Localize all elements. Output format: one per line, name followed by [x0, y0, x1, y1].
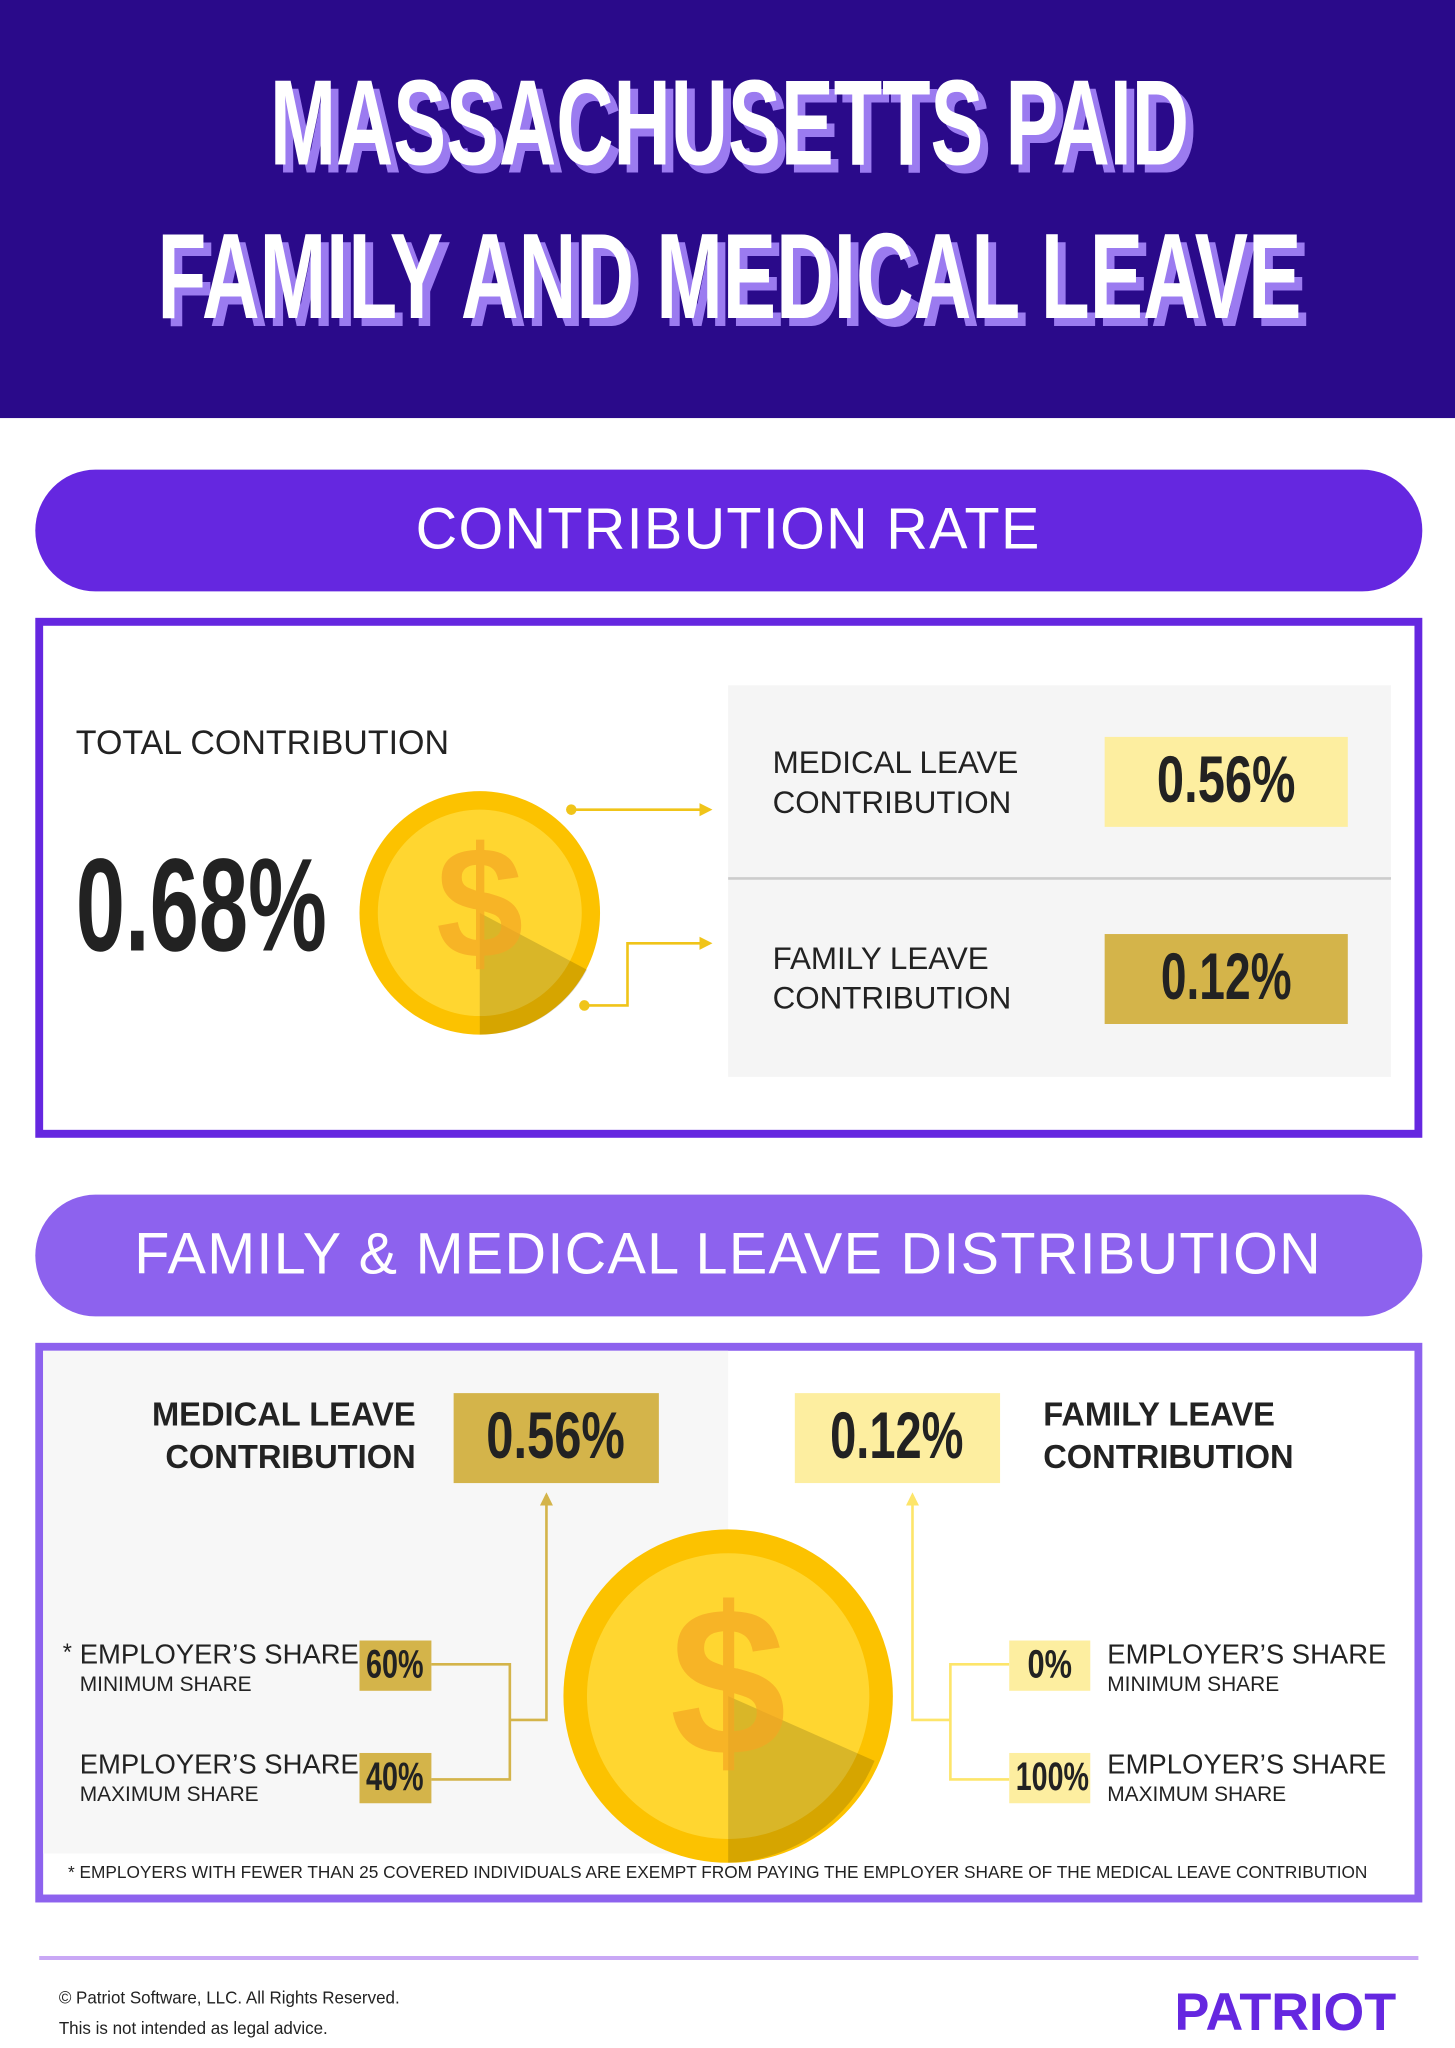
disclaimer: This is not intended as legal advice.: [59, 2019, 328, 2038]
arrow: [509, 1492, 553, 1722]
share-value: 40%: [366, 1755, 424, 1799]
arrow-dot: [579, 1000, 590, 1011]
share-box: [1009, 1640, 1091, 1691]
bracket: [949, 1663, 1010, 1781]
value-box: [794, 1393, 1001, 1484]
copyright: © Patriot Software, LLC. All Rights Rese…: [59, 1989, 400, 2008]
share-sublabel: MAXIMUM SHARE: [1107, 1783, 1286, 1806]
value-box: [1104, 934, 1348, 1024]
medical-label: CONTRIBUTION: [773, 784, 1012, 820]
share-sublabel: MAXIMUM SHARE: [80, 1783, 259, 1806]
section-pill: [35, 1194, 1423, 1317]
coin: $: [359, 791, 601, 1035]
medical-value: 0.56%: [486, 1398, 625, 1472]
share-label: EMPLOYER’S SHARE: [1107, 1639, 1386, 1670]
title-line: MASSACHUSETTS PAID: [270, 54, 1189, 191]
share-value: 0%: [1028, 1642, 1072, 1686]
family-label: FAMILY LEAVE: [773, 940, 989, 976]
share-label: EMPLOYER’S SHARE: [80, 1748, 359, 1779]
share-value: 60%: [366, 1642, 424, 1686]
share-box: [359, 1752, 432, 1804]
family-value: 0.12%: [830, 1398, 963, 1472]
title-shadow: FAMILY AND MEDICAL LEAVE: [165, 215, 1309, 352]
medical-label: CONTRIBUTION: [165, 1438, 415, 1475]
share-value: 100%: [1016, 1755, 1089, 1799]
medical-label: MEDICAL LEAVE: [152, 1395, 416, 1432]
coin-symbol: $: [670, 1564, 786, 1800]
family-label: CONTRIBUTION: [773, 979, 1012, 1015]
footnote: * EMPLOYERS WITH FEWER THAN 25 COVERED I…: [68, 1863, 1367, 1882]
arrow-dot: [566, 804, 577, 815]
value-box: [1104, 736, 1348, 827]
family-value: 0.12%: [1161, 939, 1292, 1013]
bracket: [431, 1663, 512, 1781]
medical-label: MEDICAL LEAVE: [773, 744, 1019, 780]
total-value: 0.68%: [76, 831, 327, 979]
share-marker: *: [63, 1640, 72, 1666]
logo: PATRIOT: [1174, 1983, 1396, 2042]
share-label: EMPLOYER’S SHARE: [80, 1639, 359, 1670]
family-label: FAMILY LEAVE: [1043, 1395, 1275, 1432]
share-box: [1009, 1752, 1091, 1804]
section-pill: [35, 469, 1423, 592]
arrow: [905, 1492, 951, 1722]
coin-symbol: $: [436, 815, 523, 992]
share-sublabel: MINIMUM SHARE: [1107, 1673, 1279, 1696]
section-heading: FAMILY & MEDICAL LEAVE DISTRIBUTION: [134, 1222, 1322, 1286]
title-line: FAMILY AND MEDICAL LEAVE: [158, 207, 1302, 344]
share-label: EMPLOYER’S SHARE: [1107, 1748, 1386, 1779]
medical-value: 0.56%: [1157, 742, 1296, 816]
family-label: CONTRIBUTION: [1043, 1438, 1293, 1475]
header-bg: [0, 0, 1455, 419]
share-sublabel: MINIMUM SHARE: [80, 1673, 252, 1696]
coin: $: [563, 1529, 893, 1863]
section-heading: CONTRIBUTION RATE: [416, 497, 1041, 561]
share-box: [359, 1640, 432, 1691]
arrow: [584, 936, 713, 1007]
value-box: [453, 1393, 659, 1484]
total-label: TOTAL CONTRIBUTION: [76, 724, 449, 762]
title-shadow: MASSACHUSETTS PAID: [278, 62, 1197, 199]
